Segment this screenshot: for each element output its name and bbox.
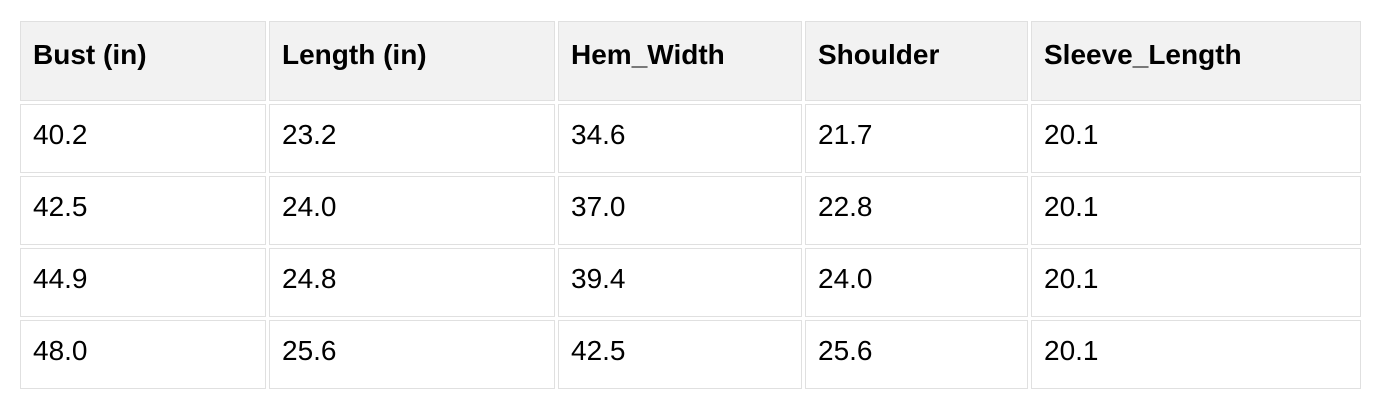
table-cell: 24.0 — [269, 176, 555, 245]
table-row: 42.5 24.0 37.0 22.8 20.1 — [20, 176, 1361, 245]
column-header-sleeve-length: Sleeve_Length — [1031, 21, 1361, 101]
size-chart-table: Bust (in) Length (in) Hem_Width Shoulder… — [17, 18, 1364, 392]
table-cell: 21.7 — [805, 104, 1028, 173]
column-header-shoulder: Shoulder — [805, 21, 1028, 101]
table-cell: 23.2 — [269, 104, 555, 173]
table-cell: 20.1 — [1031, 176, 1361, 245]
table-cell: 34.6 — [558, 104, 802, 173]
table-row: 40.2 23.2 34.6 21.7 20.1 — [20, 104, 1361, 173]
column-header-bust: Bust (in) — [20, 21, 266, 101]
table-cell: 20.1 — [1031, 248, 1361, 317]
column-header-length: Length (in) — [269, 21, 555, 101]
table-row: 44.9 24.8 39.4 24.0 20.1 — [20, 248, 1361, 317]
table-cell: 42.5 — [20, 176, 266, 245]
table-row: 48.0 25.6 42.5 25.6 20.1 — [20, 320, 1361, 389]
table-cell: 20.1 — [1031, 320, 1361, 389]
table-cell: 42.5 — [558, 320, 802, 389]
table-cell: 40.2 — [20, 104, 266, 173]
table-cell: 48.0 — [20, 320, 266, 389]
table-cell: 22.8 — [805, 176, 1028, 245]
table-cell: 37.0 — [558, 176, 802, 245]
table-cell: 24.0 — [805, 248, 1028, 317]
table-header-row: Bust (in) Length (in) Hem_Width Shoulder… — [20, 21, 1361, 101]
table-cell: 24.8 — [269, 248, 555, 317]
table-cell: 44.9 — [20, 248, 266, 317]
table-cell: 20.1 — [1031, 104, 1361, 173]
column-header-hem-width: Hem_Width — [558, 21, 802, 101]
table-cell: 25.6 — [805, 320, 1028, 389]
table-cell: 25.6 — [269, 320, 555, 389]
size-chart-container: Bust (in) Length (in) Hem_Width Shoulder… — [17, 18, 1364, 392]
table-cell: 39.4 — [558, 248, 802, 317]
